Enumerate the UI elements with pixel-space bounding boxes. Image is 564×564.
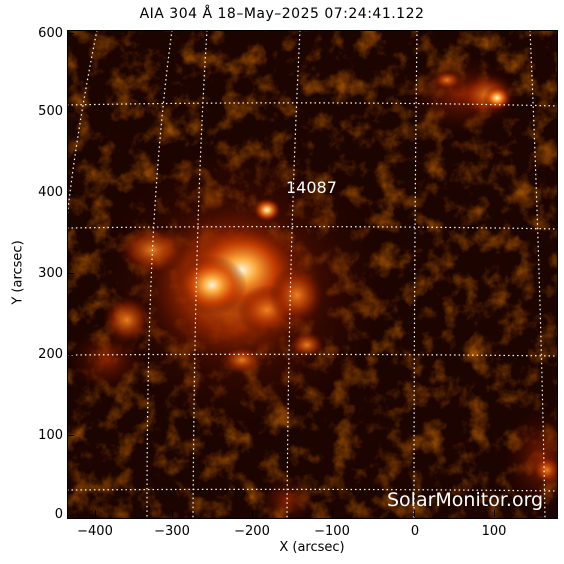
x-tick-label: −300 [154,524,190,539]
active-region-label: 14087 [286,178,337,197]
y-tick-label: 200 [38,347,63,362]
watermark: SolarMonitor.org [387,489,544,511]
y-tick-label: 500 [38,104,63,119]
y-tick-mark [67,354,74,355]
y-tick-mark [67,435,74,436]
y-tick-label: 300 [38,266,63,281]
coordinate-grid [67,30,558,519]
y-tick-mark [67,33,74,34]
y-tick-mark [67,111,74,112]
x-tick-mark [414,510,415,517]
solar-image-panel [67,30,558,519]
sun-304-image [67,30,558,519]
y-tick-label: 0 [54,507,63,522]
x-tick-mark [252,510,253,517]
x-axis-label: X (arcsec) [279,540,345,555]
y-axis-label: Y (arcsec) [10,240,26,305]
x-tick-label: 100 [481,524,507,539]
y-tick-mark [67,192,74,193]
x-tick-label: −100 [314,524,350,539]
x-tick-label: −200 [234,524,270,539]
x-tick-mark [95,510,96,517]
x-tick-label: −400 [77,524,113,539]
y-tick-mark [67,273,74,274]
y-tick-label: 600 [38,26,63,41]
y-tick-label: 100 [38,428,63,443]
y-tick-label: 400 [38,185,63,200]
x-tick-mark [332,510,333,517]
x-tick-label: 0 [410,524,420,539]
x-tick-mark [494,510,495,517]
x-tick-mark [172,510,173,517]
image-title: AIA 304 Å 18–May–2025 07:24:41.122 [139,6,425,22]
